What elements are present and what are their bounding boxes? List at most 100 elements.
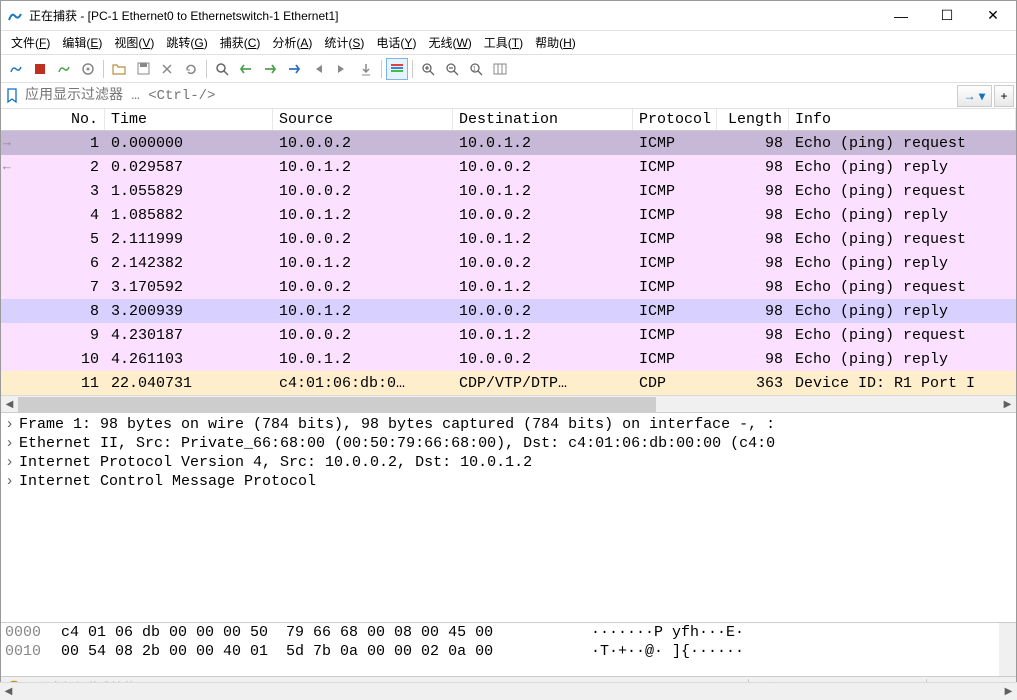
expand-icon[interactable]: ›	[5, 473, 19, 490]
packet-row[interactable]: 104.26110310.0.1.210.0.0.2ICMP98Echo (pi…	[1, 347, 1016, 371]
cell-protocol: ICMP	[633, 206, 717, 225]
save-file-icon[interactable]	[132, 58, 154, 80]
packet-row[interactable]: 1122.040731c4:01:06:db:0…CDP/VTP/DTP…CDP…	[1, 371, 1016, 395]
goto-first-icon[interactable]	[307, 58, 329, 80]
packet-row[interactable]: →10.00000010.0.0.210.0.1.2ICMP98Echo (pi…	[1, 131, 1016, 155]
detail-tree-item[interactable]: ›Frame 1: 98 bytes on wire (784 bits), 9…	[1, 415, 1016, 434]
apply-filter-button[interactable]: → ▾	[957, 85, 992, 107]
display-filter-input[interactable]	[21, 85, 955, 107]
hex-line[interactable]: 0000c4 01 06 db 00 00 00 50 79 66 68 00 …	[1, 623, 1016, 642]
close-button[interactable]: ✕	[970, 1, 1016, 31]
detail-tree-item[interactable]: ›Ethernet II, Src: Private_66:68:00 (00:…	[1, 434, 1016, 453]
scroll-right-icon[interactable]: ▶	[999, 396, 1016, 412]
packet-row[interactable]: 94.23018710.0.0.210.0.1.2ICMP98Echo (pin…	[1, 323, 1016, 347]
cell-info: Echo (ping) reply	[789, 254, 1016, 273]
menu-item[interactable]: 分析(A)	[266, 32, 318, 53]
stop-capture-icon[interactable]	[29, 58, 51, 80]
start-capture-icon[interactable]	[5, 58, 27, 80]
expand-icon[interactable]: ›	[5, 454, 19, 471]
close-file-icon[interactable]	[156, 58, 178, 80]
cell-no: ←2	[1, 158, 105, 177]
menu-item[interactable]: 捕获(C)	[214, 32, 267, 53]
menu-item[interactable]: 工具(T)	[478, 32, 529, 53]
zoom-in-icon[interactable]	[417, 58, 439, 80]
cell-protocol: ICMP	[633, 134, 717, 153]
cell-destination: 10.0.1.2	[453, 134, 633, 153]
hex-line[interactable]: 001000 54 08 2b 00 00 40 01 5d 7b 0a 00 …	[1, 642, 1016, 661]
toolbar-separator	[103, 60, 104, 78]
hex-bytes: c4 01 06 db 00 00 00 50 79 66 68 00 08 0…	[61, 624, 591, 641]
column-header-time[interactable]: Time	[105, 109, 273, 130]
cell-destination: 10.0.1.2	[453, 230, 633, 249]
go-back-icon[interactable]	[235, 58, 257, 80]
expand-icon[interactable]: ›	[5, 416, 19, 433]
hex-scrollbar[interactable]	[999, 623, 1016, 676]
scroll-left-icon[interactable]: ◀	[1, 396, 18, 412]
maximize-button[interactable]: ☐	[924, 1, 970, 31]
cell-no: 8	[1, 302, 105, 321]
cell-info: Echo (ping) request	[789, 134, 1016, 153]
column-header-source[interactable]: Source	[273, 109, 453, 130]
cell-protocol: ICMP	[633, 302, 717, 321]
detail-tree-item[interactable]: ›Internet Protocol Version 4, Src: 10.0.…	[1, 453, 1016, 472]
minimize-button[interactable]: —	[878, 1, 924, 31]
menu-item[interactable]: 编辑(E)	[56, 32, 108, 53]
colorize-icon[interactable]	[386, 58, 408, 80]
packet-row[interactable]: 83.20093910.0.1.210.0.0.2ICMP98Echo (pin…	[1, 299, 1016, 323]
zoom-out-icon[interactable]	[441, 58, 463, 80]
auto-scroll-icon[interactable]	[355, 58, 377, 80]
packet-row[interactable]: 62.14238210.0.1.210.0.0.2ICMP98Echo (pin…	[1, 251, 1016, 275]
cell-destination: 10.0.0.2	[453, 254, 633, 273]
hex-offset: 0010	[5, 643, 61, 660]
detail-tree-item[interactable]: ›Internet Control Message Protocol	[1, 472, 1016, 491]
open-file-icon[interactable]	[108, 58, 130, 80]
packet-list-scrollbar[interactable]: ◀ ▶	[1, 395, 1016, 412]
goto-last-icon[interactable]	[331, 58, 353, 80]
packet-row[interactable]: ←20.02958710.0.1.210.0.0.2ICMP98Echo (pi…	[1, 155, 1016, 179]
packet-row[interactable]: 31.05582910.0.0.210.0.1.2ICMP98Echo (pin…	[1, 179, 1016, 203]
cell-time: 4.230187	[105, 326, 273, 345]
cell-time: 1.085882	[105, 206, 273, 225]
cell-time: 2.142382	[105, 254, 273, 273]
cell-no: 9	[1, 326, 105, 345]
cell-protocol: ICMP	[633, 278, 717, 297]
reload-icon[interactable]	[180, 58, 202, 80]
cell-protocol: ICMP	[633, 326, 717, 345]
cell-destination: 10.0.0.2	[453, 158, 633, 177]
capture-options-icon[interactable]	[77, 58, 99, 80]
menu-item[interactable]: 电话(Y)	[370, 32, 422, 53]
column-header-length[interactable]: Length	[717, 109, 789, 130]
menu-item[interactable]: 统计(S)	[318, 32, 370, 53]
cell-source: 10.0.1.2	[273, 158, 453, 177]
menu-item[interactable]: 文件(F)	[5, 32, 56, 53]
cell-length: 363	[717, 374, 789, 393]
column-header-protocol[interactable]: Protocol	[633, 109, 717, 130]
goto-packet-icon[interactable]	[283, 58, 305, 80]
menu-item[interactable]: 无线(W)	[422, 32, 477, 53]
add-filter-button[interactable]: +	[994, 85, 1014, 107]
bookmark-icon[interactable]	[3, 85, 21, 107]
scrollbar-thumb[interactable]	[18, 397, 656, 412]
column-header-no[interactable]: No.	[1, 109, 105, 130]
restart-capture-icon[interactable]	[53, 58, 75, 80]
cell-time: 4.261103	[105, 350, 273, 369]
zoom-reset-icon[interactable]: 1	[465, 58, 487, 80]
column-header-destination[interactable]: Destination	[453, 109, 633, 130]
packet-row[interactable]: 52.11199910.0.0.210.0.1.2ICMP98Echo (pin…	[1, 227, 1016, 251]
find-icon[interactable]	[211, 58, 233, 80]
menu-item[interactable]: 视图(V)	[108, 32, 160, 53]
column-header-info[interactable]: Info	[789, 109, 1016, 130]
packet-row[interactable]: 73.17059210.0.0.210.0.1.2ICMP98Echo (pin…	[1, 275, 1016, 299]
menu-item[interactable]: 跳转(G)	[160, 32, 213, 53]
cell-length: 98	[717, 302, 789, 321]
menu-item[interactable]: 帮助(H)	[529, 32, 582, 53]
cell-length: 98	[717, 326, 789, 345]
cell-no: 5	[1, 230, 105, 249]
packet-row[interactable]: 41.08588210.0.1.210.0.0.2ICMP98Echo (pin…	[1, 203, 1016, 227]
resize-columns-icon[interactable]	[489, 58, 511, 80]
cell-no: 11	[1, 374, 105, 393]
expand-icon[interactable]: ›	[5, 435, 19, 452]
cell-info: Echo (ping) reply	[789, 206, 1016, 225]
go-forward-icon[interactable]	[259, 58, 281, 80]
cell-source: 10.0.0.2	[273, 134, 453, 153]
